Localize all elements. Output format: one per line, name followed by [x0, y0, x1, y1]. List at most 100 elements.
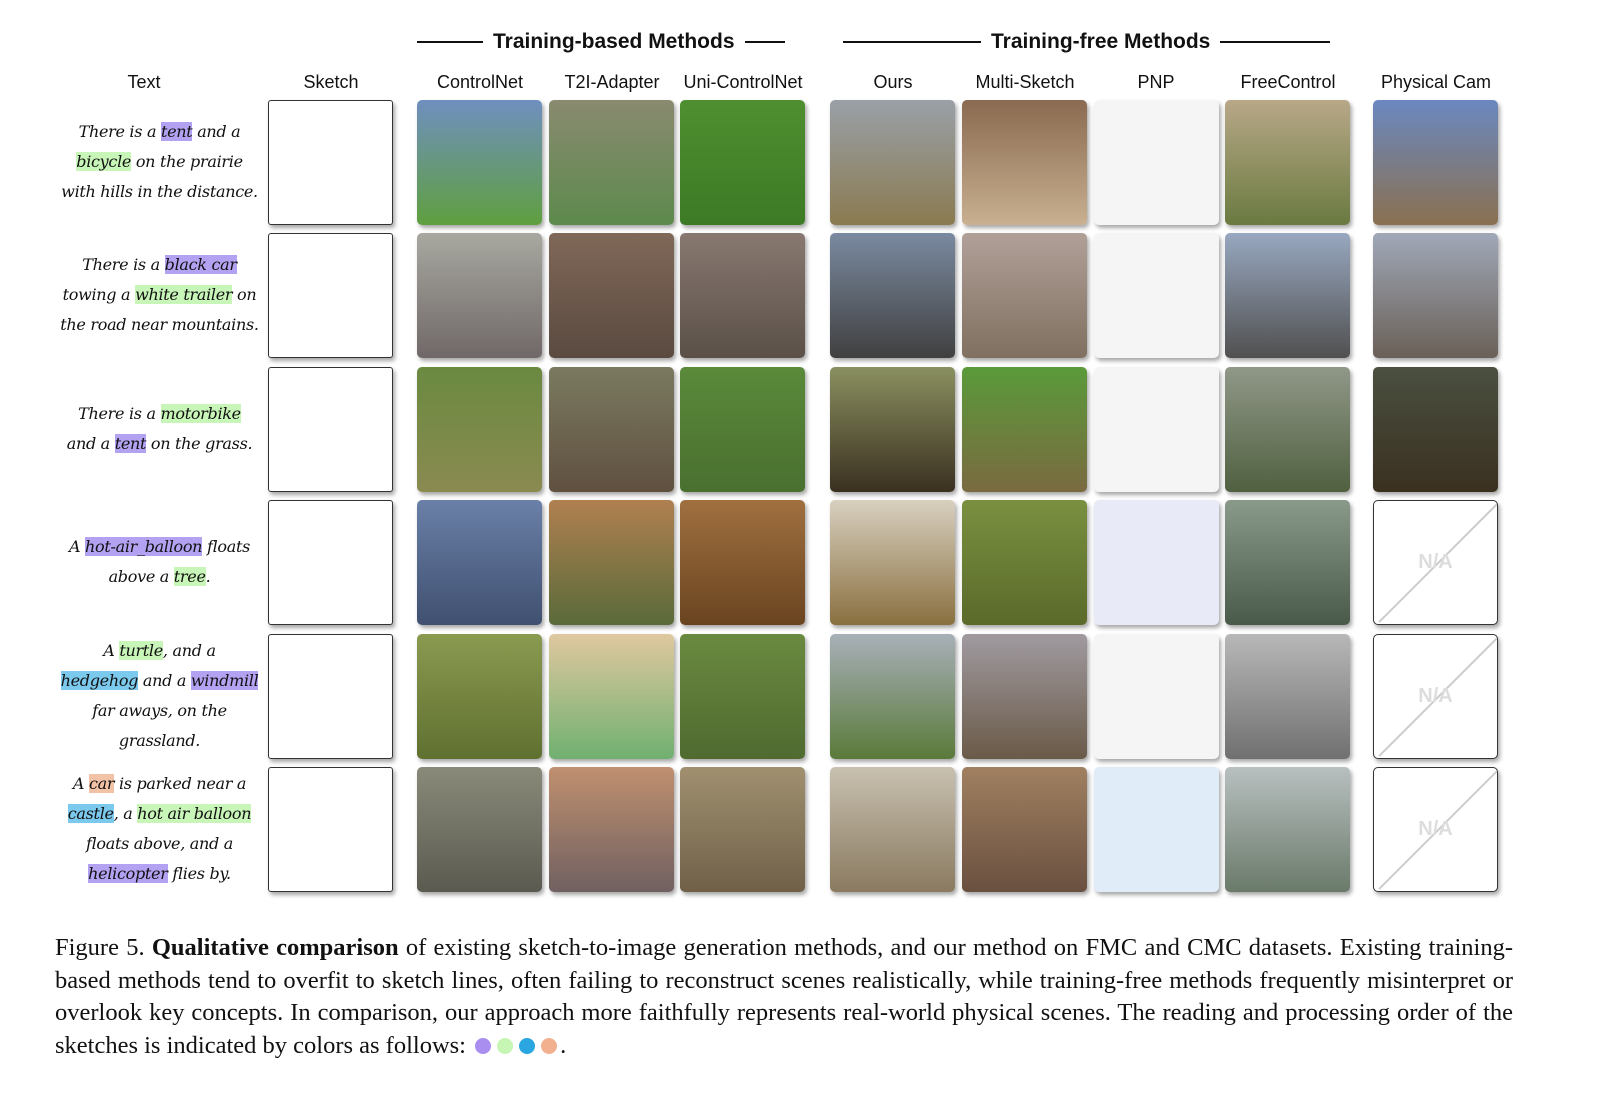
prompt-segment: and a — [66, 434, 115, 453]
prompt-segment: , and a — [162, 641, 216, 660]
t2i-adapter-result-image — [549, 100, 674, 225]
prompt-line: the road near mountains. — [52, 310, 267, 340]
column-header: Physical Cam — [1380, 72, 1492, 92]
controlnet-result-image — [417, 634, 542, 759]
prompt-segment: There is a — [82, 255, 165, 274]
physical-cam-result-image — [1373, 233, 1498, 358]
sketch-image — [268, 634, 393, 759]
column-header: FreeControl — [1240, 72, 1336, 92]
prompt-segment: A — [103, 641, 120, 660]
freecontrol-result-image — [1225, 367, 1350, 492]
prompt-line: There is a motorbike — [52, 399, 267, 429]
prompt-segment: A — [68, 537, 86, 556]
not-available-tile: N/A — [1373, 500, 1498, 625]
caption-bold: Qualitative comparison — [151, 934, 399, 961]
not-available-tile: N/A — [1373, 634, 1498, 759]
ours-result-image — [830, 767, 955, 892]
sketch-image — [268, 100, 393, 225]
prompt-segment: A — [72, 774, 89, 793]
highlighted-object-purple: helicopter — [88, 864, 168, 883]
physical-cam-result-image — [1373, 367, 1498, 492]
ours-result-image — [830, 100, 955, 225]
prompt-segment: above a — [108, 567, 174, 586]
column-header: Sketch — [303, 72, 359, 92]
uni-controlnet-result-image — [680, 367, 805, 492]
controlnet-result-image — [417, 367, 542, 492]
freecontrol-result-image — [1225, 233, 1350, 358]
highlighted-object-green: bicycle — [76, 152, 132, 171]
prompt-line: A hot-air_balloon floats — [52, 532, 267, 562]
t2i-adapter-result-image — [549, 500, 674, 625]
prompt-text: There is a tent and a bicycle on the prai… — [52, 117, 267, 207]
uni-controlnet-result-image — [680, 500, 805, 625]
freecontrol-result-image — [1225, 500, 1350, 625]
divider — [843, 41, 981, 43]
multi-sketch-result-image — [962, 100, 1087, 225]
highlighted-object-purple: windmill — [190, 671, 259, 690]
highlighted-object-green: hot air balloon — [137, 804, 252, 823]
highlighted-object-purple: hot-air_balloon — [85, 537, 203, 556]
prompt-text: A turtle, and a hedgehog and a windmill fa… — [52, 636, 267, 756]
prompt-segment: , a — [113, 804, 138, 823]
caption-text: of existing sketch-to-image generation m… — [55, 934, 1514, 1059]
prompt-line: castle, a hot air balloon — [52, 799, 267, 829]
column-header: Uni-ControlNet — [683, 72, 803, 92]
prompt-text: There is a motorbike and a tent on the gr… — [52, 399, 267, 459]
multi-sketch-result-image — [962, 367, 1087, 492]
caption-end: . — [560, 1031, 567, 1059]
divider — [1220, 41, 1331, 43]
prompt-line: There is a black car — [52, 250, 267, 280]
order-color-dot — [519, 1037, 536, 1054]
uni-controlnet-result-image — [680, 233, 805, 358]
t2i-adapter-result-image — [549, 233, 674, 358]
pnp-result-image — [1094, 767, 1219, 892]
prompt-line: hedgehog and a windmill — [52, 666, 267, 696]
prompt-line: There is a tent and a — [52, 117, 267, 147]
pnp-result-image — [1094, 367, 1219, 492]
multi-sketch-result-image — [962, 233, 1087, 358]
prompt-line: grassland. — [52, 726, 267, 756]
highlighted-object-purple: tent — [114, 434, 147, 453]
t2i-adapter-result-image — [549, 634, 674, 759]
controlnet-result-image — [417, 233, 542, 358]
prompt-text: There is a black car towing a white trail… — [52, 250, 267, 340]
highlighted-object-purple: black car — [164, 255, 237, 274]
prompt-segment: far aways, on the — [92, 701, 227, 720]
highlighted-object-green: tree — [173, 567, 206, 586]
pnp-result-image — [1094, 500, 1219, 625]
prompt-text: A hot-air_balloon floats above a tree. — [52, 532, 267, 592]
not-available-tile: N/A — [1373, 767, 1498, 892]
prompt-segment: . — [205, 567, 211, 586]
highlighted-object-green: motorbike — [160, 404, 241, 423]
prompt-segment: floats — [202, 537, 251, 556]
group-training-free: Training-free Methods — [843, 30, 1331, 54]
prompt-segment: towing a — [62, 285, 136, 304]
prompt-text: A car is parked near a castle, a hot air … — [52, 769, 267, 889]
highlighted-object-orange: car — [88, 774, 115, 793]
freecontrol-result-image — [1225, 767, 1350, 892]
highlighted-object-blue: castle — [67, 804, 114, 823]
order-color-dot — [497, 1037, 514, 1054]
prompt-line: towing a white trailer on — [52, 280, 267, 310]
highlighted-object-purple: tent — [160, 122, 193, 141]
prompt-line: helicopter flies by. — [52, 859, 267, 889]
prompt-segment: with hills in the distance. — [61, 182, 258, 201]
na-label: N/A — [1418, 818, 1453, 840]
na-label: N/A — [1418, 551, 1453, 573]
ours-result-image — [830, 233, 955, 358]
divider — [744, 41, 785, 43]
ours-result-image — [830, 367, 955, 492]
group-title-training-free: Training-free Methods — [991, 30, 1211, 53]
prompt-segment: and a — [192, 122, 241, 141]
caption-label: Figure 5. — [55, 934, 145, 961]
order-color-dot — [475, 1037, 492, 1054]
na-label: N/A — [1418, 685, 1453, 707]
prompt-segment: on — [232, 285, 257, 304]
ours-result-image — [830, 500, 955, 625]
prompt-segment: on the prairie — [131, 152, 243, 171]
controlnet-result-image — [417, 767, 542, 892]
divider — [417, 41, 483, 43]
column-header: Multi-Sketch — [975, 72, 1075, 92]
prompt-segment: and a — [138, 671, 191, 690]
figure-caption: Figure 5. Qualitative comparison of exis… — [55, 932, 1513, 1062]
